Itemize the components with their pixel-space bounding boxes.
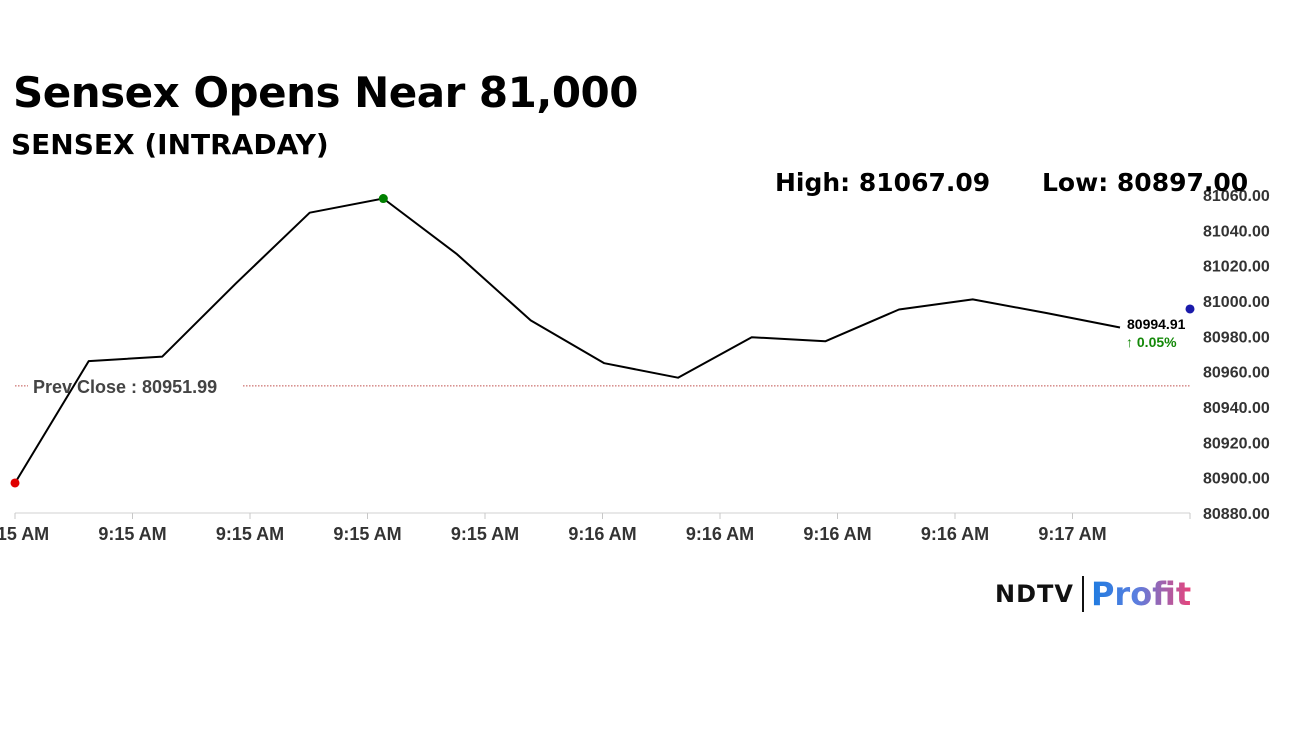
low-stat: Low: 80897.00 [1042, 168, 1249, 197]
y-tick-label: 80920.00 [1203, 435, 1270, 452]
last-point-marker [1185, 304, 1195, 314]
y-tick-label: 81000.00 [1203, 294, 1270, 311]
x-tick-label: 9:16 AM [686, 524, 754, 544]
x-tick-label: 9:15 AM [0, 524, 49, 544]
low-point-marker [10, 478, 20, 488]
y-tick-label: 81060.00 [1203, 188, 1270, 205]
sensex-price-line [14, 197, 1121, 484]
chart-title: SENSEX (INTRADAY) [11, 128, 329, 161]
y-tick-label: 81040.00 [1203, 223, 1270, 240]
x-tick-label: 9:15 AM [333, 524, 401, 544]
logo-ndtv-text: NDTV [995, 580, 1074, 608]
x-tick-label: 9:15 AM [98, 524, 166, 544]
y-tick-label: 80900.00 [1203, 471, 1270, 488]
logo-divider [1081, 576, 1084, 612]
x-tick-label: 9:16 AM [921, 524, 989, 544]
last-change-label: ↑ 0.05% [1126, 334, 1177, 350]
y-tick-label: 80880.00 [1203, 506, 1270, 523]
headline: Sensex Opens Near 81,000 [13, 68, 639, 117]
x-tick-label: 9:16 AM [803, 524, 871, 544]
ndtv-profit-logo: NDTV Profit [995, 574, 1191, 614]
x-tick-label: 9:15 AM [451, 524, 519, 544]
y-tick-label: 80980.00 [1203, 329, 1270, 346]
y-tick-label: 80960.00 [1203, 365, 1270, 382]
y-tick-label: 81020.00 [1203, 259, 1270, 276]
logo-profit-text: Profit [1090, 575, 1192, 613]
high-stat: High: 81067.09 [775, 168, 991, 197]
high-point-marker [378, 194, 388, 204]
prev-close-label: Prev Close : 80951.99 [33, 377, 217, 397]
last-value-label: 80994.91 [1127, 316, 1186, 332]
x-tick-label: 9:15 AM [216, 524, 284, 544]
prev-close-label-bg [28, 373, 242, 398]
x-tick-label: 9:17 AM [1038, 524, 1106, 544]
x-tick-label: 9:16 AM [568, 524, 636, 544]
y-tick-label: 80940.00 [1203, 400, 1270, 417]
